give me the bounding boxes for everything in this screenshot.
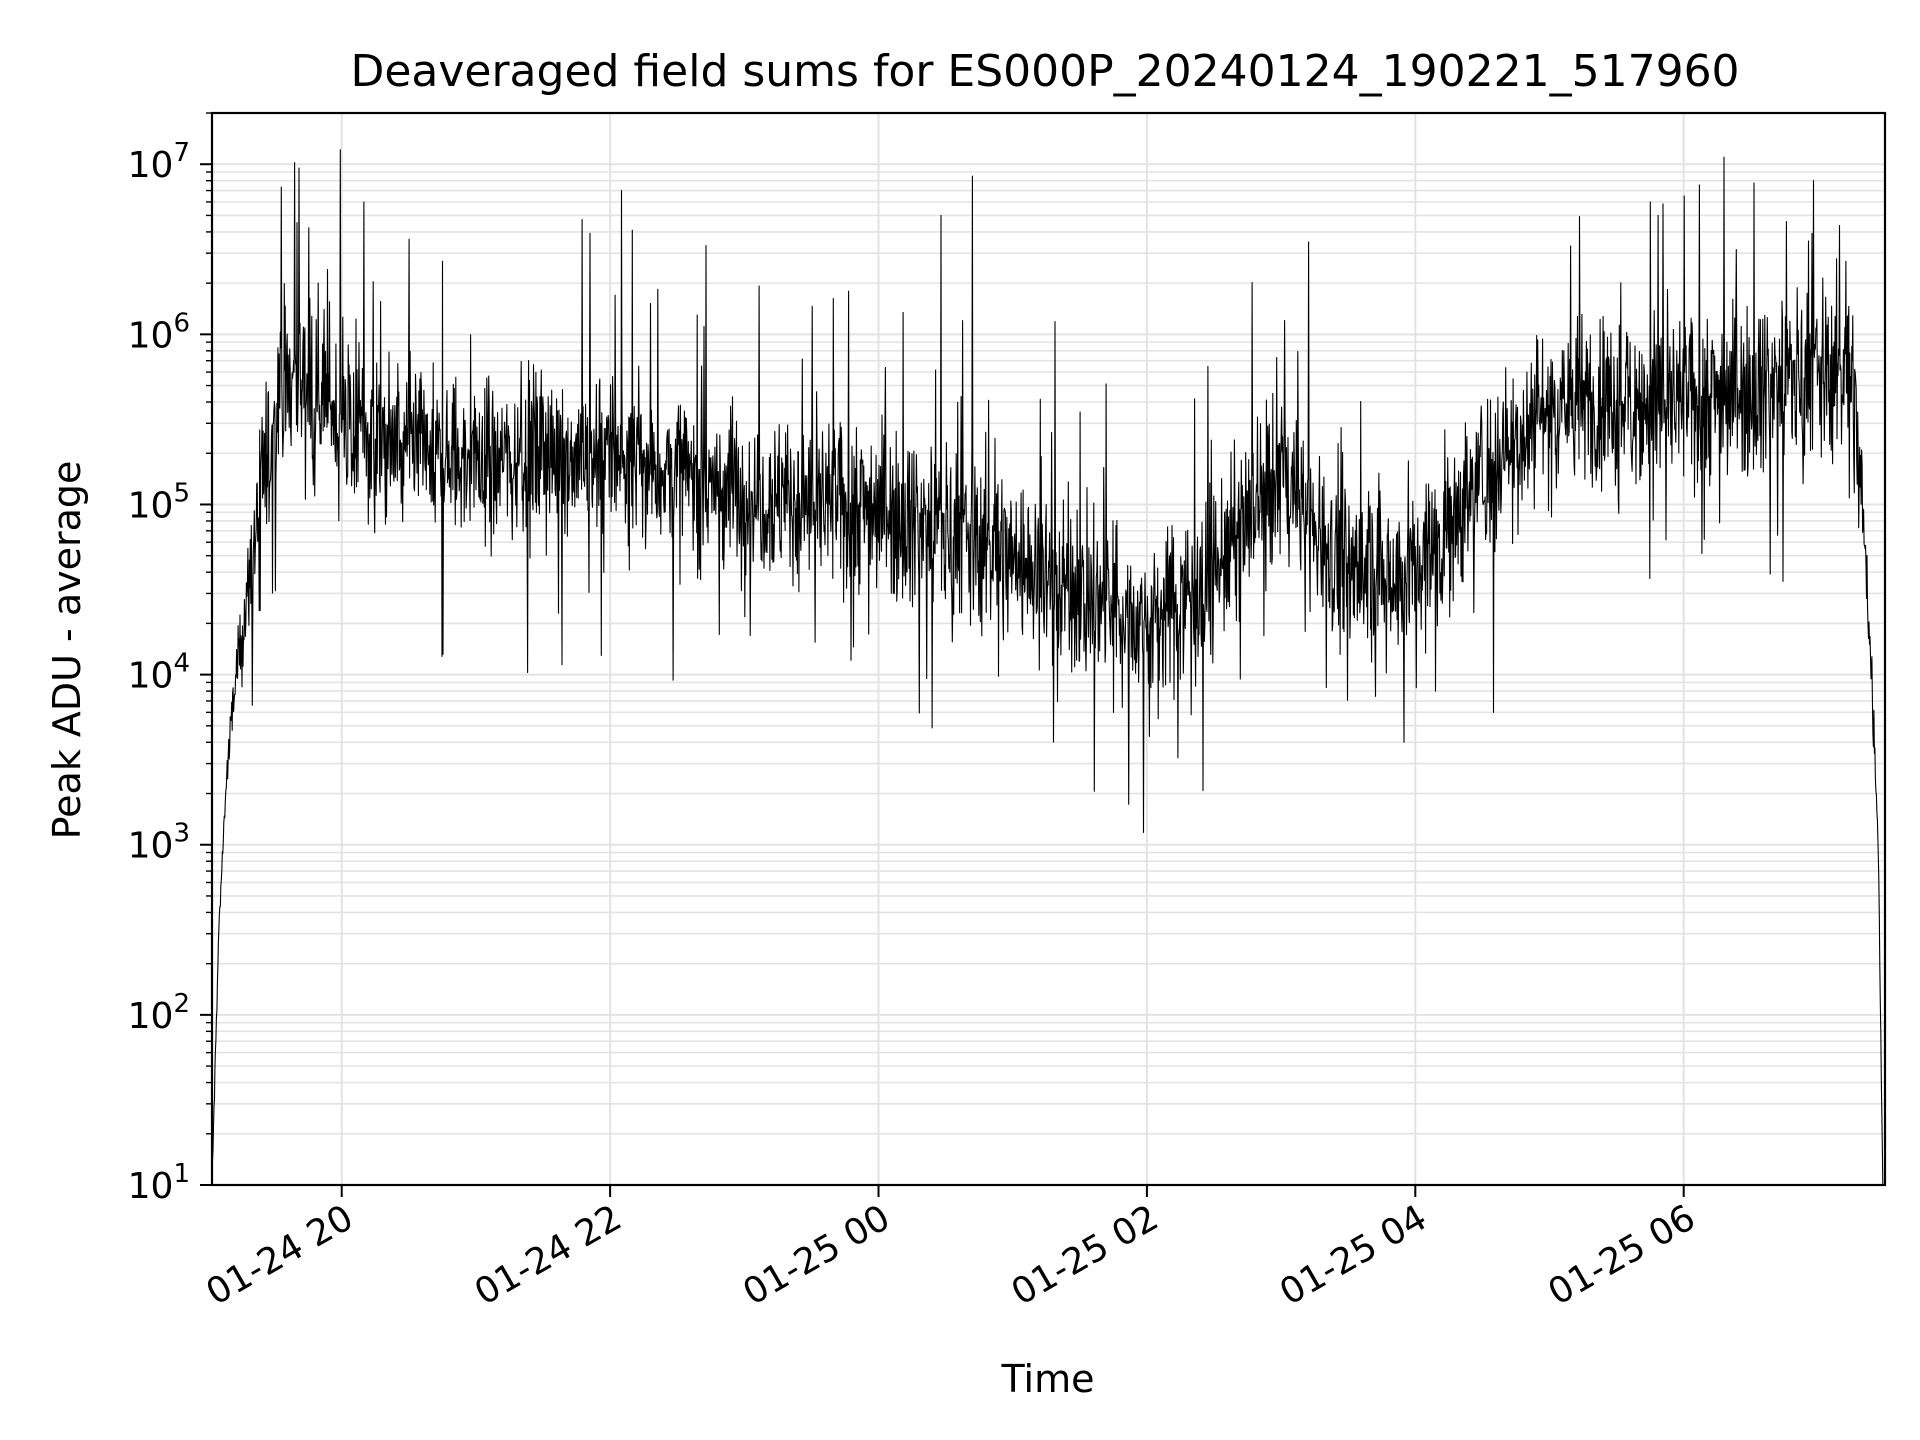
plot-frame xyxy=(210,111,1887,1187)
x-axis-label: Time xyxy=(1001,1357,1095,1401)
y-tick-label: 101 xyxy=(128,1159,190,1207)
y-tick-label: 104 xyxy=(128,649,190,697)
series-layer xyxy=(211,149,1884,1186)
grid xyxy=(212,112,1885,1186)
series-line xyxy=(211,149,1884,1186)
y-tick-label: 107 xyxy=(128,138,190,186)
chart-title: Deaveraged field sums for ES000P_2024012… xyxy=(350,46,1739,97)
y-tick-label: 102 xyxy=(128,989,190,1037)
y-axis-label: Peak ADU - average xyxy=(45,461,89,840)
y-tick-label: 103 xyxy=(128,819,190,867)
y-tick-label: 106 xyxy=(128,308,190,356)
y-tick-label: 105 xyxy=(128,478,190,526)
